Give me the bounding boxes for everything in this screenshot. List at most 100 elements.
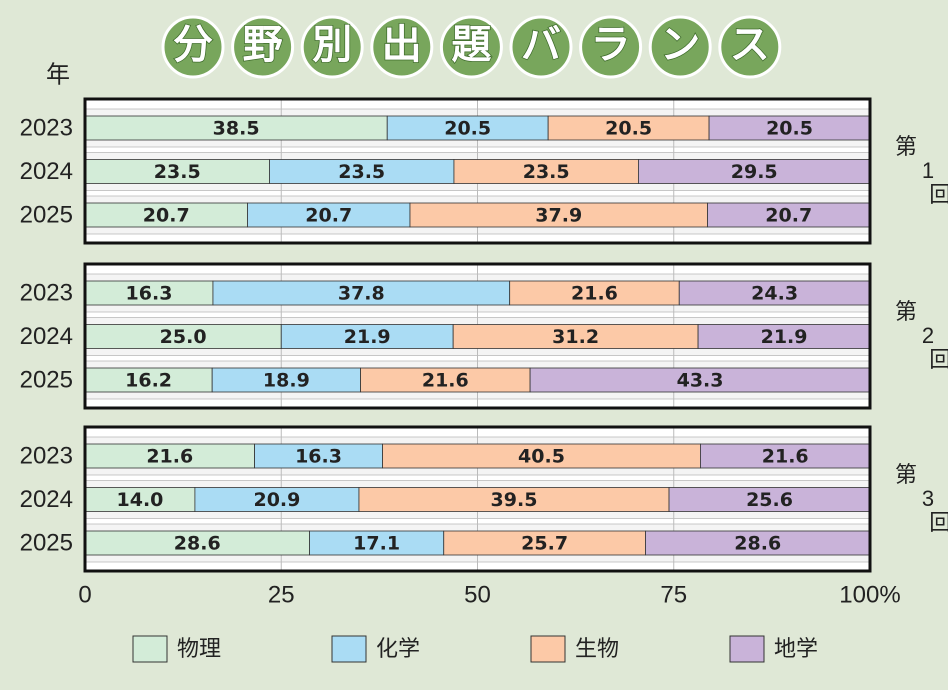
value-label: 21.6 <box>571 283 618 305</box>
legend-swatch <box>132 635 168 663</box>
bar-segment <box>84 443 255 469</box>
bar-segment <box>697 324 871 349</box>
y-tick-label: 2023 <box>20 279 73 306</box>
legend-swatch <box>729 635 765 663</box>
title-badge <box>648 15 712 79</box>
bar-segment <box>668 487 871 512</box>
value-label: 14.0 <box>117 489 164 511</box>
bar-segment <box>358 487 670 512</box>
bar-segment <box>84 115 388 141</box>
value-label: 17.1 <box>353 533 400 555</box>
value-label: 20.7 <box>765 205 812 227</box>
value-label: 28.6 <box>734 533 781 555</box>
bar-segment <box>386 115 549 141</box>
panel-label: 第2回 <box>895 299 948 372</box>
bar-segment <box>194 487 360 512</box>
y-axis-label: 年 <box>46 61 70 88</box>
bar-segment <box>309 530 445 556</box>
panel-border <box>83 262 872 410</box>
title-badge <box>300 15 364 79</box>
value-label: 25.7 <box>521 533 568 555</box>
y-tick-label: 2024 <box>20 486 73 513</box>
x-tick-label: 50 <box>464 581 491 608</box>
value-label: 21.6 <box>146 446 193 468</box>
value-label: 21.6 <box>762 446 809 468</box>
value-label: 20.5 <box>766 118 813 140</box>
y-tick-label: 2024 <box>20 323 73 350</box>
value-label: 21.9 <box>344 326 391 348</box>
value-label: 20.5 <box>444 118 491 140</box>
y-tick-label: 2025 <box>20 529 73 556</box>
y-tick-label: 2025 <box>20 201 73 228</box>
value-label: 21.6 <box>422 370 469 392</box>
bar-segment <box>84 280 214 306</box>
bar-segment <box>211 367 361 393</box>
value-label: 24.3 <box>751 283 798 305</box>
title-badge <box>718 15 782 79</box>
bar-segment <box>247 202 411 228</box>
title-badge <box>439 15 503 79</box>
value-label: 37.9 <box>535 205 582 227</box>
y-tick-label: 2025 <box>20 366 73 393</box>
y-tick-label: 2023 <box>20 442 73 469</box>
value-label: 28.6 <box>174 533 221 555</box>
title-badge <box>231 15 295 79</box>
x-tick-label: 100% <box>839 581 900 608</box>
chart-title: 分野別出題バランス <box>173 22 770 68</box>
value-label: 20.7 <box>305 205 352 227</box>
value-label: 25.6 <box>746 489 793 511</box>
bar-segment <box>707 202 871 228</box>
y-tick-label: 2024 <box>20 158 73 185</box>
bar-segment <box>443 530 646 556</box>
value-label: 38.5 <box>213 118 260 140</box>
value-label: 16.2 <box>125 370 172 392</box>
x-tick-label: 75 <box>660 581 687 608</box>
value-label: 16.3 <box>295 446 342 468</box>
value-label: 29.5 <box>731 161 778 183</box>
bar-segment <box>84 202 248 228</box>
x-tick-label: 25 <box>268 581 295 608</box>
value-label: 40.5 <box>518 446 565 468</box>
value-label: 39.5 <box>491 489 538 511</box>
bar-segment <box>638 159 871 184</box>
bar-segment <box>84 367 213 393</box>
title-badge <box>161 15 225 79</box>
panel-label: 第3回 <box>895 462 948 535</box>
value-label: 23.5 <box>338 161 385 183</box>
value-label: 31.2 <box>552 326 599 348</box>
value-label: 23.5 <box>154 161 201 183</box>
bar-segment <box>452 324 699 349</box>
bar-segment <box>678 280 871 306</box>
x-tick-label: 0 <box>78 581 91 608</box>
value-label: 20.9 <box>253 489 300 511</box>
value-label: 18.9 <box>263 370 310 392</box>
panel-label: 第1回 <box>895 134 948 207</box>
value-label: 23.5 <box>523 161 570 183</box>
legend-label: 化学 <box>376 637 420 662</box>
bar-segment <box>708 115 871 141</box>
title-badge <box>370 15 434 79</box>
value-label: 37.8 <box>338 283 385 305</box>
value-label: 25.0 <box>160 326 207 348</box>
bar-segment <box>280 324 454 349</box>
legend-swatch <box>530 635 566 663</box>
bar-segment <box>84 324 282 349</box>
bar-segment <box>84 530 310 556</box>
title-badge <box>509 15 573 79</box>
bar-segment <box>529 367 871 393</box>
legend-label: 物理 <box>177 637 221 662</box>
title-badge <box>579 15 643 79</box>
bar-segment <box>269 159 455 184</box>
y-tick-label: 2023 <box>20 114 73 141</box>
panel-border <box>83 425 872 573</box>
bar-segment <box>84 487 196 512</box>
bar-segment <box>254 443 383 469</box>
bar-segment <box>509 280 680 306</box>
value-label: 21.9 <box>761 326 808 348</box>
legend-label: 地学 <box>774 637 818 662</box>
value-label: 20.7 <box>143 205 190 227</box>
panel-border <box>83 97 872 245</box>
bar-segment <box>453 159 639 184</box>
bar-segment <box>212 280 511 306</box>
legend-swatch <box>331 635 367 663</box>
